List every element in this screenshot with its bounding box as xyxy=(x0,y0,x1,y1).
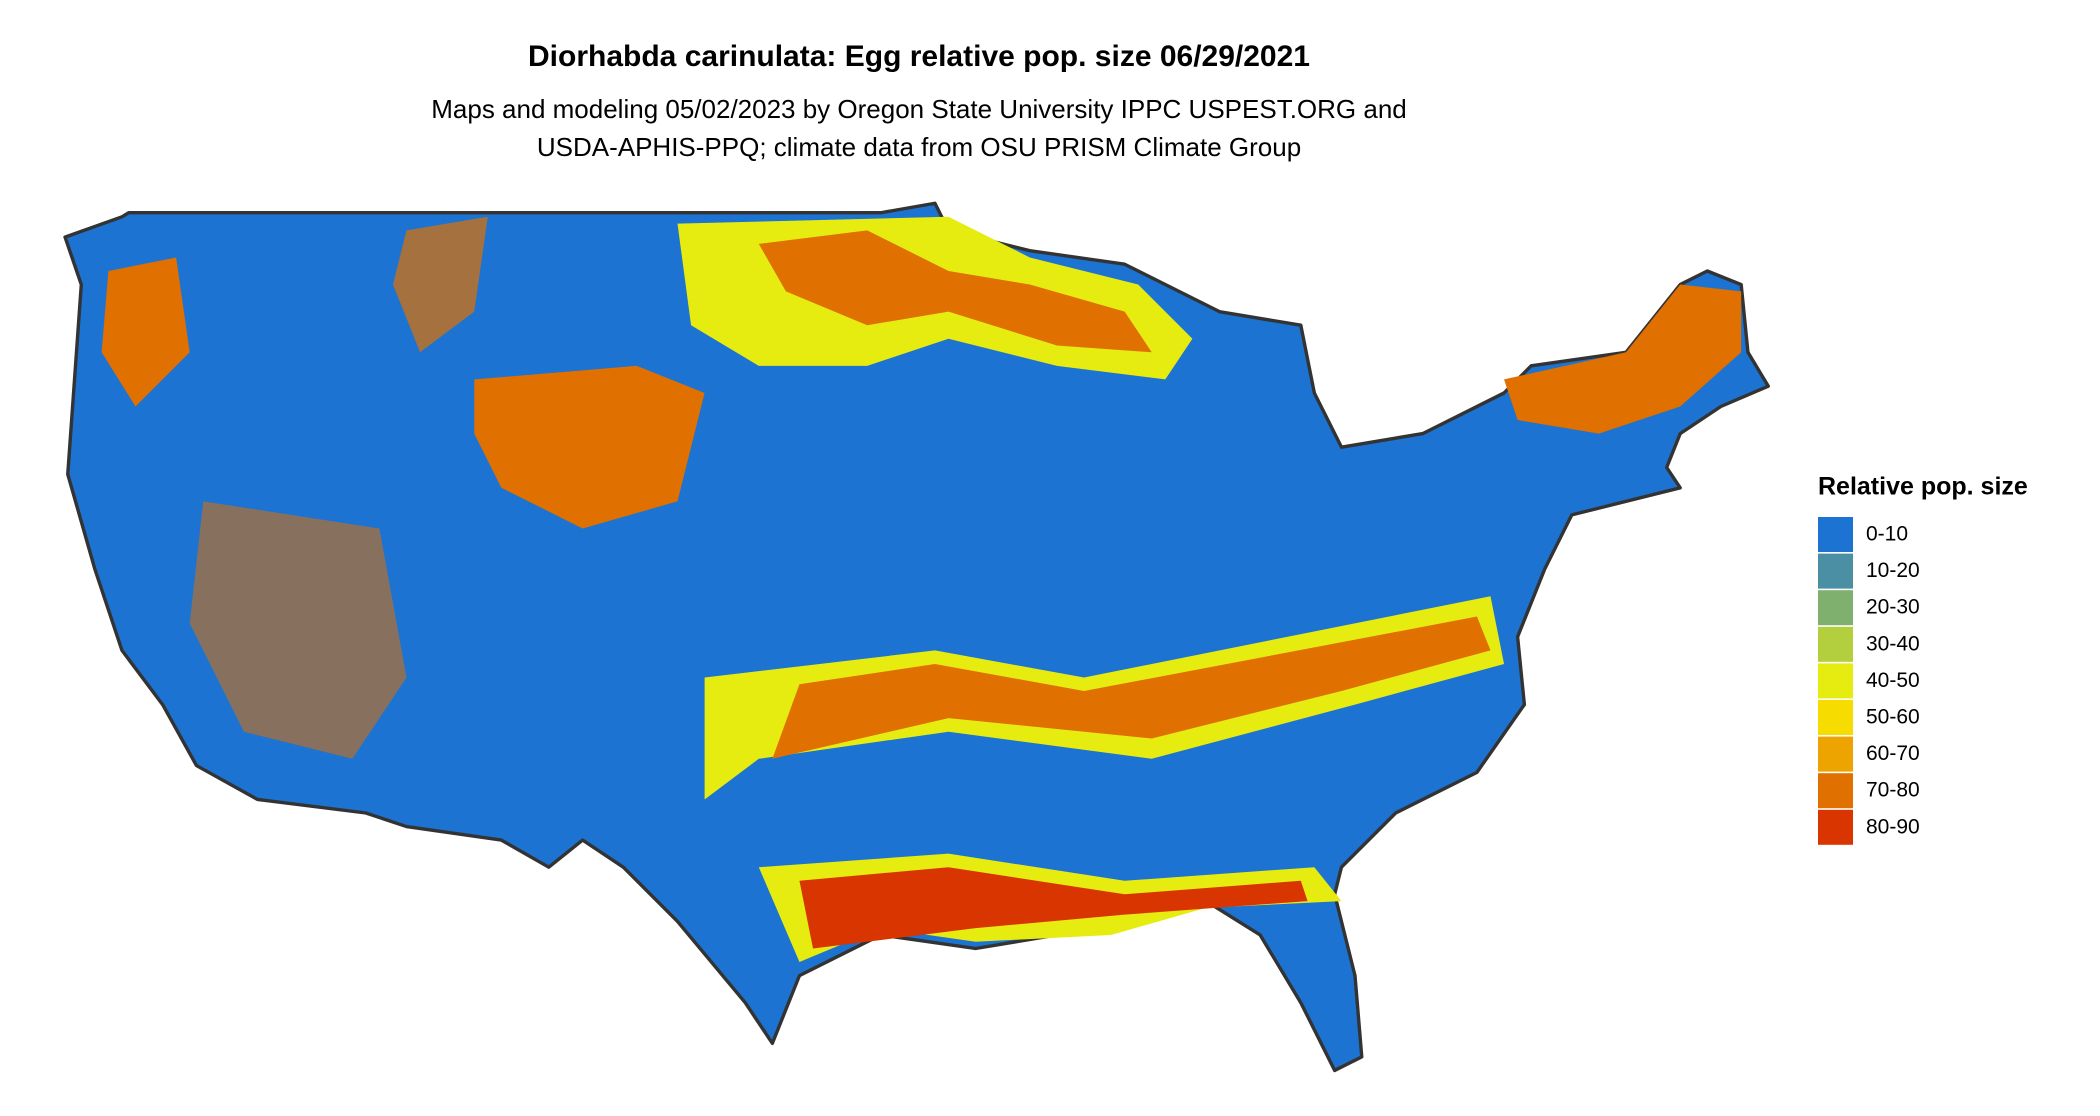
legend-label: 20-30 xyxy=(1866,596,1920,619)
patch xyxy=(772,616,1491,759)
legend-swatch xyxy=(1818,700,1853,735)
patch xyxy=(392,216,488,353)
legend-label: 0-10 xyxy=(1866,523,1908,546)
legend-label: 40-50 xyxy=(1866,669,1920,692)
map-title: Diorhabda carinulata: Egg relative pop. … xyxy=(528,40,1310,73)
patch xyxy=(101,257,190,407)
map-subtitle: USDA-APHIS-PPQ; climate data from OSU PR… xyxy=(537,132,1301,162)
patch xyxy=(758,230,1152,353)
patch xyxy=(1504,284,1742,434)
legend-label: 70-80 xyxy=(1866,779,1920,802)
legend-swatch xyxy=(1818,773,1853,809)
suitability-patches xyxy=(101,216,1742,963)
legend-label: 30-40 xyxy=(1866,632,1920,655)
legend-swatch xyxy=(1818,553,1853,589)
legend-swatch xyxy=(1818,663,1853,699)
us-map xyxy=(63,201,1770,1073)
map-subtitle: Maps and modeling 05/02/2023 by Oregon S… xyxy=(431,94,1407,124)
legend: 0-10 10-20 20-30 30-40 40-50 50-60 60-70 70-80 8… xyxy=(1818,517,1920,845)
legend-swatch xyxy=(1818,809,1853,845)
patch xyxy=(189,501,407,759)
legend-title: Relative pop. size xyxy=(1818,473,2028,501)
legend-label: 50-60 xyxy=(1866,706,1920,729)
legend-swatch xyxy=(1818,517,1853,552)
legend-label: 80-90 xyxy=(1866,815,1920,838)
patch xyxy=(474,365,705,529)
legend-swatch xyxy=(1818,626,1853,662)
patch xyxy=(799,867,1308,949)
legend-swatch xyxy=(1818,736,1853,772)
legend-swatch xyxy=(1818,590,1853,626)
legend-label: 60-70 xyxy=(1866,742,1920,765)
legend-label: 10-20 xyxy=(1866,559,1920,582)
